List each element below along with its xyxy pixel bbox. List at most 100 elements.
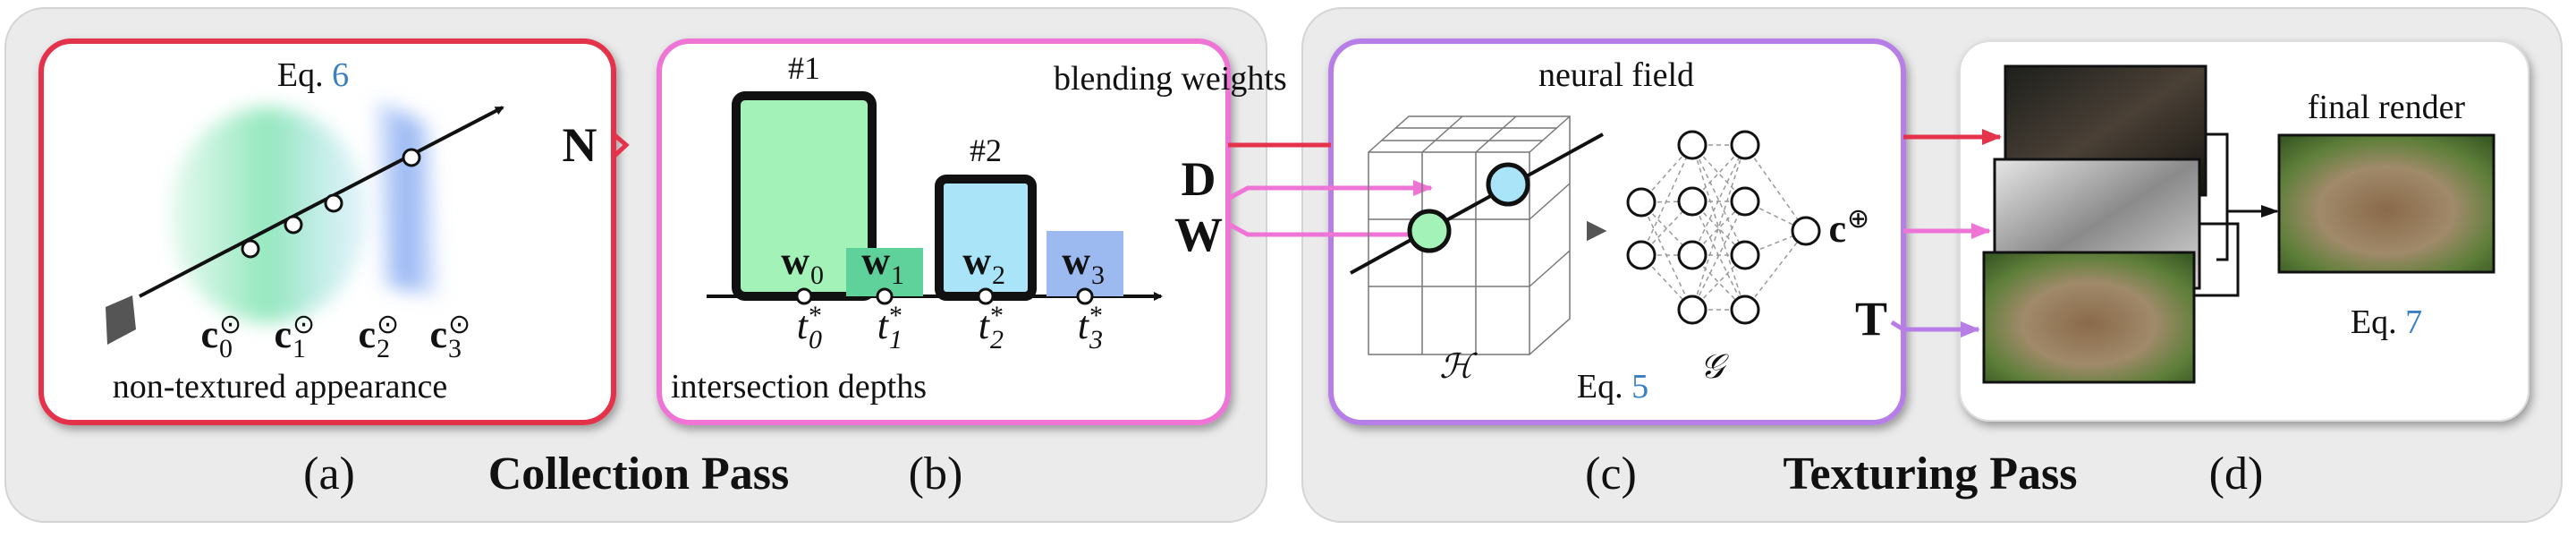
- image-final: [2277, 133, 2496, 274]
- mlp-edge: [1640, 144, 1693, 256]
- math-base: w: [861, 239, 890, 283]
- mlp-edge: [1744, 144, 1807, 232]
- eq-label-c: Eq. 5: [1577, 368, 1648, 406]
- math-sup: *: [1089, 301, 1103, 330]
- mlp-edge: [1691, 201, 1746, 311]
- n-connector: [612, 132, 630, 158]
- sample-point: [402, 148, 421, 167]
- math-base: c: [200, 312, 218, 356]
- math-sup: ⊙: [377, 310, 399, 339]
- math-sub: 2: [377, 334, 390, 363]
- eq-prefix: Eq.: [1577, 368, 1623, 406]
- math-sub: 1: [891, 260, 904, 290]
- sample-blue: [1486, 162, 1530, 207]
- eq-label-d: Eq. 7: [2351, 303, 2422, 341]
- mlp: [1626, 130, 1821, 325]
- math-sub: 3: [1091, 260, 1105, 290]
- eq-label-a: Eq. 6: [277, 56, 349, 94]
- math-sub: 2: [990, 325, 1004, 354]
- eq-prefix: Eq.: [2351, 303, 2397, 341]
- math-sub: 1: [889, 325, 902, 354]
- depth-marker: [876, 287, 894, 305]
- caption-c: (c): [1585, 448, 1637, 500]
- mlp-node: [1677, 130, 1707, 160]
- green-blob: [170, 107, 367, 322]
- caption-b: (b): [909, 448, 963, 500]
- math-sup: *: [990, 301, 1004, 330]
- math-base: c: [1828, 207, 1846, 251]
- caption-a: (a): [303, 448, 355, 500]
- mlp-node: [1626, 187, 1657, 218]
- bar-rank: #1: [788, 50, 820, 86]
- math-sup: ⊙: [292, 310, 315, 339]
- mlp-edge: [1691, 144, 1746, 256]
- camera-icon: [106, 295, 136, 345]
- math-sub: 1: [292, 334, 306, 363]
- caption-d: (d): [2209, 448, 2264, 500]
- math-sup: ⊕: [1847, 204, 1869, 234]
- mlp-node: [1677, 295, 1707, 325]
- math-sup: *: [889, 301, 902, 330]
- hash-grid: [1368, 115, 1571, 355]
- sample-green: [1407, 209, 1452, 253]
- blue-blob: [376, 98, 438, 295]
- section-title: Collection Pass: [488, 448, 790, 500]
- panel-c-title: neural field: [1538, 56, 1694, 94]
- n-label: N: [563, 118, 597, 172]
- math-base: w: [781, 239, 809, 283]
- eq-ref: 5: [1631, 368, 1648, 406]
- math-sub: 0: [219, 334, 233, 363]
- sample-point: [324, 193, 343, 213]
- mlp-node: [1677, 186, 1707, 217]
- ray-c: [1350, 132, 1604, 275]
- sample-point: [241, 239, 260, 259]
- grid-symbol: ℋ: [1439, 348, 1478, 386]
- mlp-node: [1730, 130, 1760, 160]
- mlp-node: [1730, 240, 1760, 270]
- eq-ref: 7: [2405, 303, 2422, 341]
- math-base: c: [274, 312, 292, 356]
- mlp-node: [1791, 216, 1821, 246]
- eq-prefix: Eq.: [277, 56, 324, 94]
- mlp-node: [1626, 240, 1657, 270]
- math-base: t: [797, 303, 809, 347]
- panel-b-bottom: intersection depths: [671, 368, 927, 406]
- t-label: T: [1855, 292, 1887, 346]
- depth-marker: [1076, 287, 1094, 305]
- small-arrow: [1587, 220, 1607, 242]
- math-sup: *: [809, 301, 822, 330]
- math-sup: ⊙: [219, 310, 242, 339]
- eq-ref: 6: [332, 56, 349, 94]
- section-title: Texturing Pass: [1784, 448, 2078, 500]
- math-base: t: [979, 303, 991, 347]
- depth-marker: [795, 287, 813, 305]
- math-base: t: [1078, 303, 1090, 347]
- mlp-edge: [1744, 230, 1807, 311]
- math-sub: 2: [992, 260, 1005, 290]
- bar-rank: #2: [970, 132, 1002, 168]
- math-base: c: [358, 312, 376, 356]
- math-base: w: [962, 239, 991, 283]
- math-sup: ⊙: [448, 310, 470, 339]
- image-color: [1982, 251, 2196, 384]
- math-sub: 3: [1089, 325, 1103, 354]
- panel-a-art: [106, 98, 504, 345]
- math-sub: 3: [448, 334, 462, 363]
- ray: [139, 106, 504, 298]
- d-label: D: [1182, 152, 1216, 206]
- panel-b-title: blending weights: [1054, 60, 1287, 98]
- sample-point: [284, 215, 303, 235]
- mlp-node: [1730, 186, 1760, 217]
- mlp-edge: [1691, 144, 1746, 256]
- d-arrow: [1226, 180, 1433, 201]
- t-arrow: [1890, 320, 1980, 337]
- math-sub: 0: [810, 260, 824, 290]
- mlp-edge: [1640, 201, 1693, 311]
- panel-a-label: non-textured appearance: [113, 368, 448, 406]
- mlp-node: [1730, 295, 1760, 325]
- math-base: w: [1062, 239, 1090, 283]
- weight-bar: [1046, 231, 1123, 296]
- panel-d-title: final render: [2308, 89, 2466, 126]
- mlp-node: [1677, 240, 1707, 270]
